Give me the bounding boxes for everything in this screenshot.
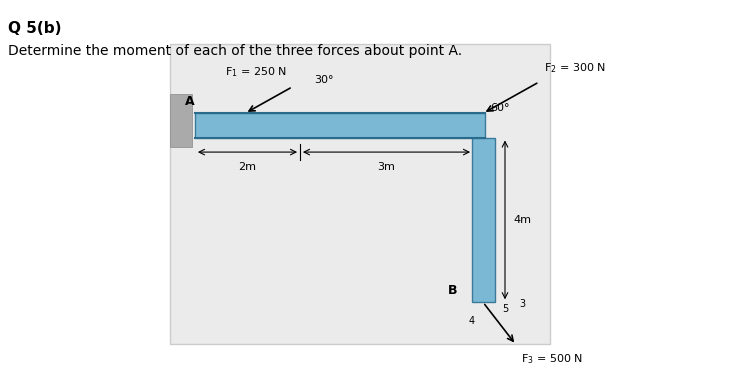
- Text: 4: 4: [469, 316, 475, 326]
- Text: 30°: 30°: [315, 75, 334, 85]
- Text: F$_3$ = 500 N: F$_3$ = 500 N: [521, 353, 583, 366]
- Text: B: B: [448, 284, 457, 297]
- Text: 3: 3: [519, 299, 525, 309]
- Text: 4m: 4m: [513, 215, 531, 225]
- Bar: [472, 138, 495, 302]
- Text: Determine the moment of each of the three forces about point A.: Determine the moment of each of the thre…: [8, 44, 462, 58]
- Text: F$_1$ = 250 N: F$_1$ = 250 N: [225, 65, 288, 79]
- FancyBboxPatch shape: [170, 44, 550, 344]
- Text: 5: 5: [503, 304, 509, 314]
- Text: 3m: 3m: [377, 162, 395, 172]
- Text: F$_2$ = 300 N: F$_2$ = 300 N: [545, 61, 606, 75]
- Bar: [195, 113, 485, 138]
- Text: 60°: 60°: [490, 103, 510, 113]
- Text: 2m: 2m: [239, 162, 257, 172]
- Text: A: A: [185, 95, 195, 109]
- Bar: [170, 94, 192, 147]
- Text: Q 5(b): Q 5(b): [8, 21, 61, 36]
